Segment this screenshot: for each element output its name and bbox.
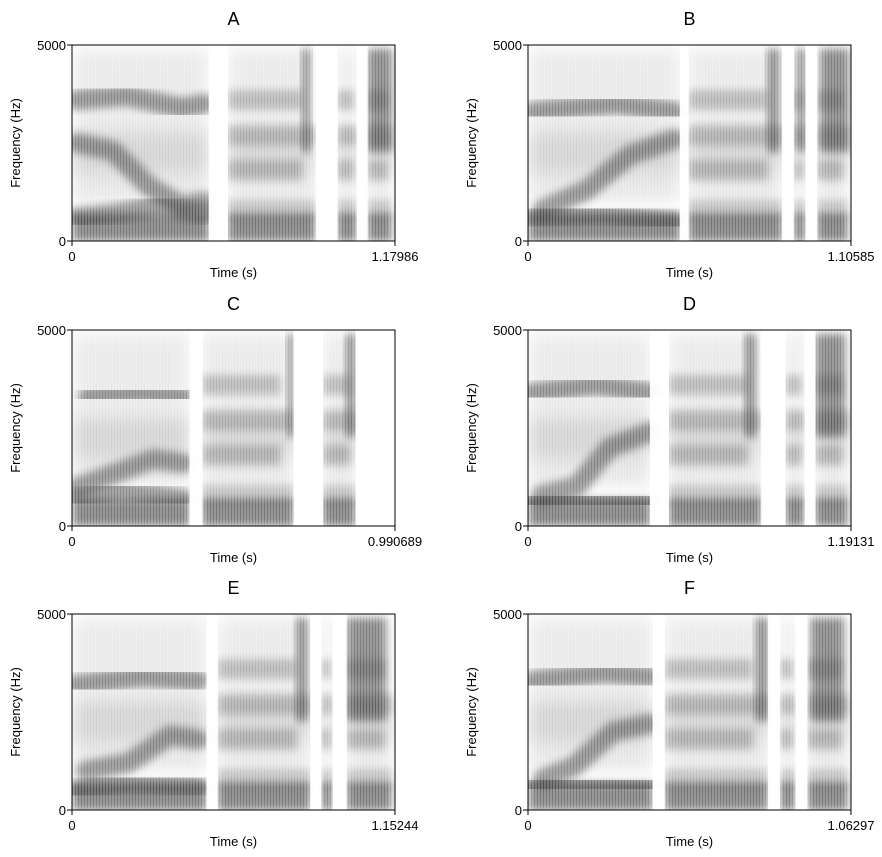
plot-frame <box>527 613 852 811</box>
spectrogram-panel: C 5000 00 0.990689 Time (s) Frequency (Hz) <box>8 294 422 565</box>
x-axis-label: Time (s) <box>210 550 257 565</box>
y-tick-label: 0 <box>515 803 522 818</box>
x-tick-label: 1.19131 <box>828 534 875 549</box>
silence-gap <box>355 330 395 526</box>
y-tick-label: 5000 <box>493 607 522 622</box>
silence-gap <box>652 614 665 810</box>
x-axis-label: Time (s) <box>210 265 257 280</box>
spectrogram-image <box>72 330 395 526</box>
silence-gap <box>208 45 229 241</box>
y-tick-label: 0 <box>515 234 522 249</box>
x-tick-label: 0 <box>68 249 75 264</box>
striation-overlay <box>72 330 395 526</box>
y-tick-label: 5000 <box>37 323 66 338</box>
spectrogram-panel: B 5000 00 1.10585 Time (s) Frequency (Hz) <box>464 9 875 280</box>
y-tick-label: 0 <box>515 519 522 534</box>
x-tick-label: 0.990689 <box>368 534 422 549</box>
silence-gap <box>206 614 218 810</box>
silence-gap <box>650 330 669 526</box>
panel-title: E <box>227 578 239 598</box>
spectrogram-image <box>72 45 395 241</box>
spectrogram-panel: E 5000 00 1.15244 Time (s) Frequency (Hz) <box>8 578 419 849</box>
panel-title: C <box>227 294 240 314</box>
x-axis-label: Time (s) <box>666 265 713 280</box>
y-tick-label: 5000 <box>37 607 66 622</box>
striation-overlay <box>528 45 851 241</box>
x-tick-label: 1.06297 <box>828 818 875 833</box>
x-tick-label: 0 <box>524 818 531 833</box>
plot-frame <box>71 44 396 242</box>
x-axis-label: Time (s) <box>666 834 713 849</box>
silence-gap <box>795 614 808 810</box>
spectrogram-panel: D 5000 00 1.19131 Time (s) Frequency (Hz) <box>464 294 875 565</box>
striation-overlay <box>72 45 395 241</box>
x-tick-label: 1.10585 <box>828 249 875 264</box>
silence-gap <box>782 45 794 241</box>
y-axis-label: Frequency (Hz) <box>464 98 479 188</box>
x-tick-label: 0 <box>524 249 531 264</box>
spectrogram-panel: A 5000 00 1.17986 Time (s) Frequency (Hz) <box>8 9 419 280</box>
y-tick-label: 5000 <box>37 38 66 53</box>
silence-gap <box>332 614 347 810</box>
y-tick-label: 5000 <box>493 38 522 53</box>
x-axis-label: Time (s) <box>210 834 257 849</box>
x-tick-label: 1.17986 <box>372 249 419 264</box>
y-tick-label: 0 <box>59 519 66 534</box>
silence-gap <box>315 45 338 241</box>
panel-title: B <box>683 9 695 29</box>
silence-gap <box>356 45 368 241</box>
y-tick-label: 0 <box>59 803 66 818</box>
x-tick-label: 1.15244 <box>372 818 419 833</box>
silence-gap <box>293 330 324 526</box>
spectrogram-image <box>528 614 851 810</box>
x-tick-label: 0 <box>68 818 75 833</box>
silence-gap <box>804 330 816 526</box>
x-tick-label: 0 <box>524 534 531 549</box>
y-axis-label: Frequency (Hz) <box>464 383 479 473</box>
x-axis-label: Time (s) <box>666 550 713 565</box>
silence-gap <box>761 330 786 526</box>
plot-frame <box>71 613 396 811</box>
plot-frame <box>527 329 852 527</box>
y-axis-label: Frequency (Hz) <box>8 98 23 188</box>
silence-gap <box>679 45 689 241</box>
silence-gap <box>805 45 818 241</box>
x-tick-label: 0 <box>68 534 75 549</box>
spectrogram-image <box>528 45 851 241</box>
panel-title: D <box>683 294 696 314</box>
striation-overlay <box>528 330 851 526</box>
y-tick-label: 5000 <box>493 323 522 338</box>
y-axis-label: Frequency (Hz) <box>8 667 23 757</box>
panel-title: A <box>227 9 239 29</box>
y-axis-label: Frequency (Hz) <box>8 383 23 473</box>
panel-title: F <box>684 578 695 598</box>
silence-gap <box>189 330 203 526</box>
spectrogram-image <box>72 614 395 810</box>
spectrogram-panel: F 5000 00 1.06297 Time (s) Frequency (Hz) <box>464 578 875 849</box>
y-axis-label: Frequency (Hz) <box>464 667 479 757</box>
plot-frame <box>71 329 396 527</box>
plot-frame <box>527 44 852 242</box>
silence-gap <box>310 614 322 810</box>
spectrogram-image <box>528 330 851 526</box>
silence-gap <box>768 614 781 810</box>
y-tick-label: 0 <box>59 234 66 249</box>
